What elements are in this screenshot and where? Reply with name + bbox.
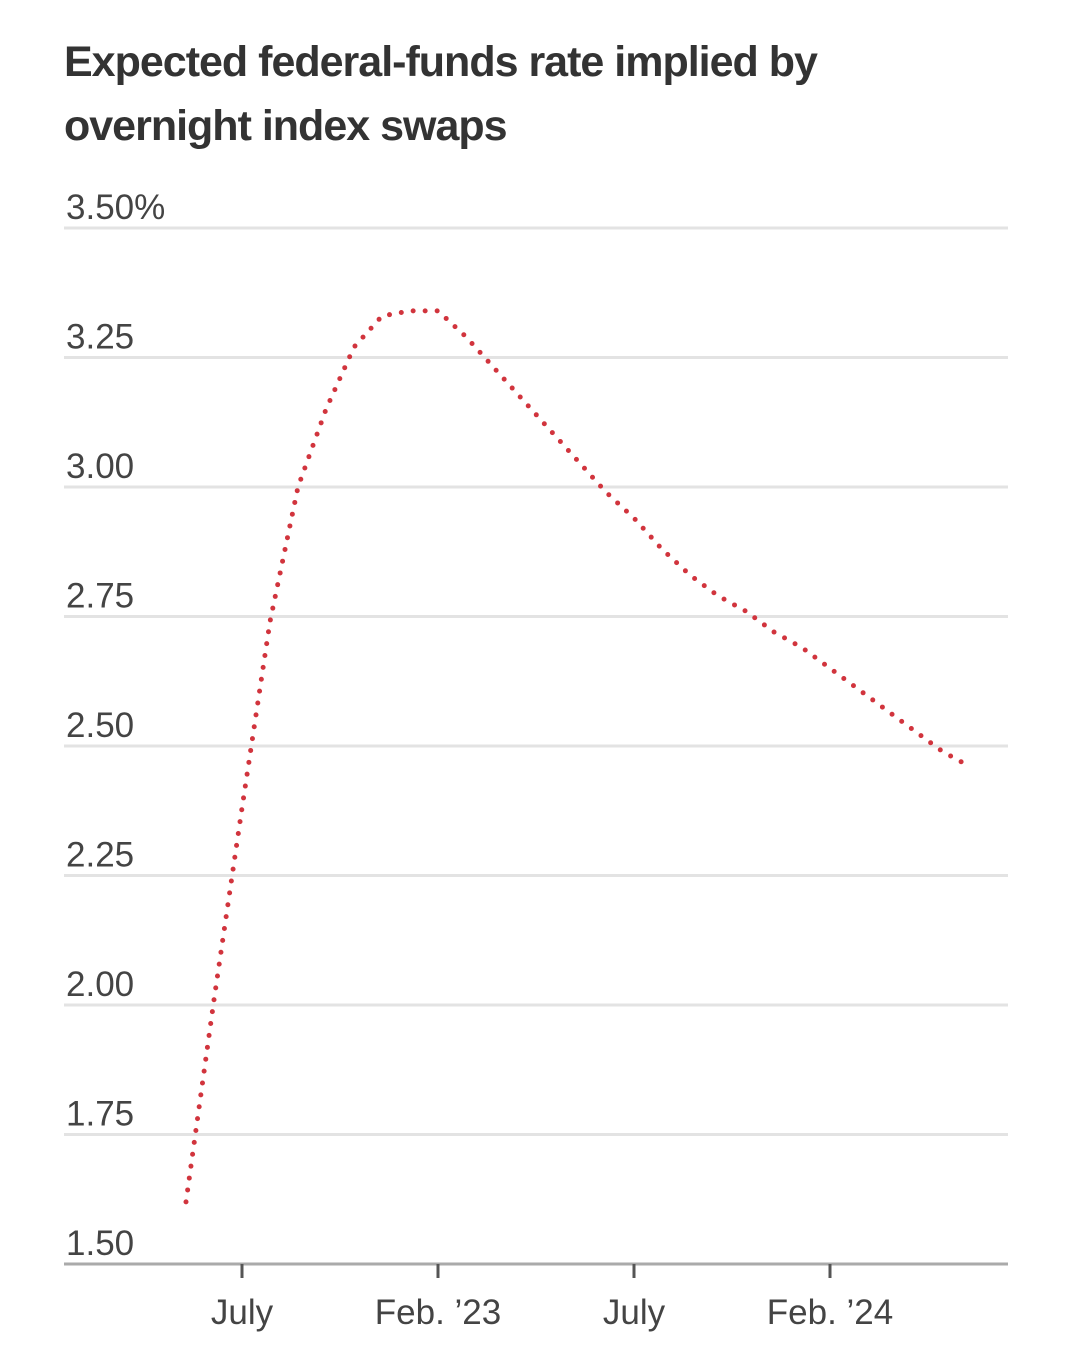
line <box>183 308 973 1205</box>
y-tick-label: 3.00 <box>66 447 134 486</box>
x-tick-label: July <box>211 1293 274 1332</box>
y-tick-label: 2.00 <box>66 965 134 1004</box>
x-tick-label: July <box>603 1293 666 1332</box>
y-tick-label: 1.75 <box>66 1095 134 1134</box>
y-tick-label: 2.75 <box>66 577 134 616</box>
y-tick-label: 2.25 <box>66 836 134 875</box>
x-tick-label: Feb. ’23 <box>375 1293 501 1332</box>
y-tick-label: 1.50 <box>66 1224 134 1263</box>
chart-title: Expected federal-funds rate implied by o… <box>64 38 818 150</box>
y-tick-label: 3.50% <box>66 188 165 227</box>
y-tick-label: 2.50 <box>66 706 134 745</box>
y-tick-label: 3.25 <box>66 318 134 357</box>
x-tick-label: Feb. ’24 <box>767 1293 893 1332</box>
